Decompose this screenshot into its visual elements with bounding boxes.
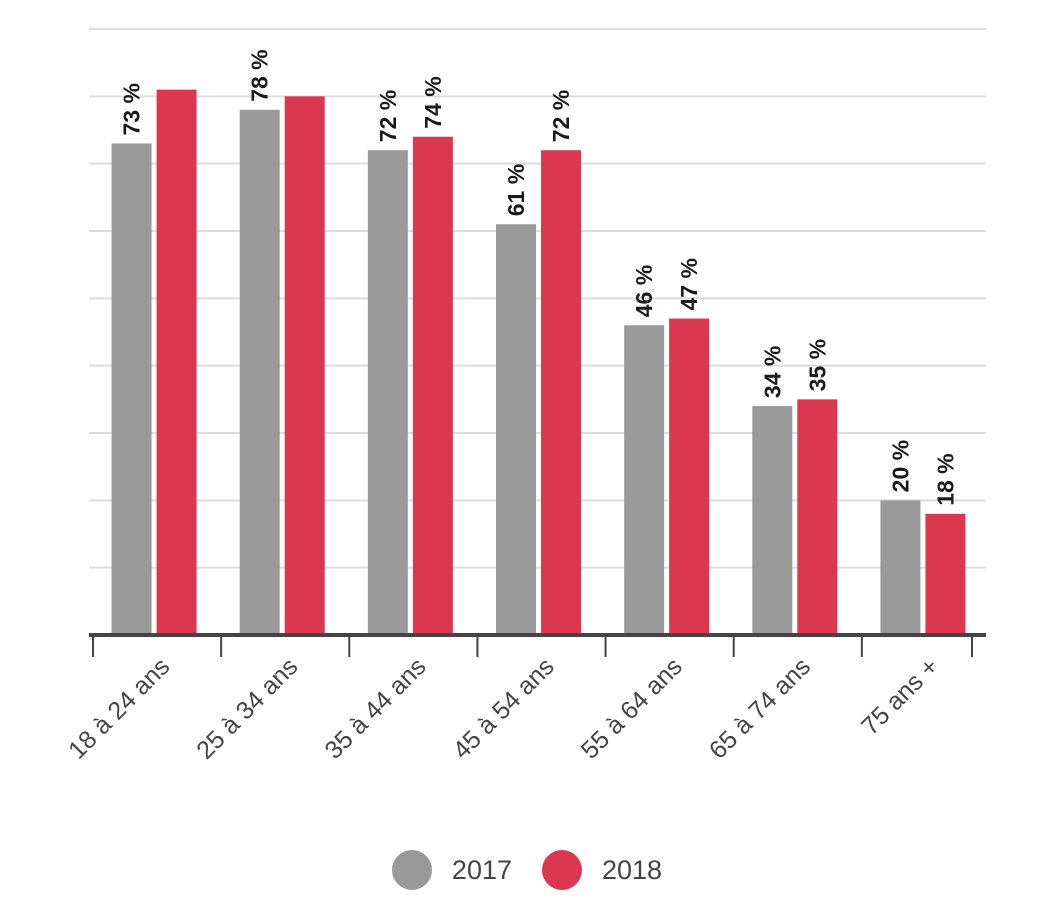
x-tick-label: 25 à 34 ans	[191, 652, 303, 764]
bar-2017-3	[367, 150, 408, 635]
bar-2017-4	[496, 224, 536, 635]
x-tick-label: 75 ans +	[856, 652, 944, 740]
value-label-2018-7: 18 %	[932, 453, 958, 505]
bar-2017-1	[111, 143, 152, 635]
value-label-2017-6: 34 %	[759, 346, 785, 398]
bar-2018-5	[669, 318, 710, 635]
bar-2018-2	[284, 96, 325, 636]
bar-2018-6	[797, 399, 838, 635]
value-label-2017-3: 72 %	[375, 90, 401, 142]
legend-swatch-2018	[542, 850, 582, 890]
grid-lines	[89, 28, 986, 569]
legend-label-2017: 2017	[451, 854, 512, 885]
value-label-2017-1: 73 %	[119, 83, 145, 135]
value-label-2018-6: 35 %	[804, 339, 830, 391]
bar-chart: 73 % 78 % 72 % 74 % 61 % 72 % 46 % 47 % 34 % 35 %…	[63, 28, 986, 765]
bar-2018-1	[156, 89, 197, 636]
x-tick-label: 65 à 74 ans	[704, 652, 816, 764]
x-tick-label: 35 à 44 ans	[319, 652, 431, 764]
x-axis: 18 à 24 ans 25 à 34 ans 35 à 44 ans 45 à 54…	[63, 633, 986, 765]
bar-2017-7	[880, 500, 921, 635]
bar-2018-4	[541, 150, 581, 635]
bar-2017-5	[624, 325, 665, 635]
legend-item-2017: 2017	[391, 850, 512, 890]
legend: 2017 2018	[0, 850, 1054, 890]
bar-2017-2	[239, 109, 280, 636]
value-label-2018-4: 72 %	[548, 90, 574, 142]
x-tick-label: 55 à 64 ans	[576, 652, 688, 764]
value-label-2017-4: 61 %	[503, 164, 529, 216]
value-label-2018-5: 47 %	[676, 258, 702, 310]
bar-2018-7	[925, 513, 966, 635]
x-tick-label: 45 à 54 ans	[448, 652, 560, 764]
bar-2017-6	[752, 406, 793, 635]
legend-item-2018: 2018	[542, 850, 662, 890]
bar-2018-3	[412, 136, 453, 635]
bars	[111, 89, 966, 636]
value-label-2017-2: 78 %	[247, 49, 273, 101]
value-labels: 73 % 78 % 72 % 74 % 61 % 72 % 46 % 47 % 34 % 35 %…	[119, 49, 959, 505]
value-label-2017-7: 20 %	[887, 440, 913, 492]
x-tick-label: 18 à 24 ans	[63, 652, 175, 764]
value-label-2017-5: 46 %	[631, 265, 657, 317]
value-label-2018-3: 74 %	[420, 76, 446, 128]
legend-label-2018: 2018	[602, 854, 663, 885]
legend-swatch-2017	[391, 850, 432, 890]
